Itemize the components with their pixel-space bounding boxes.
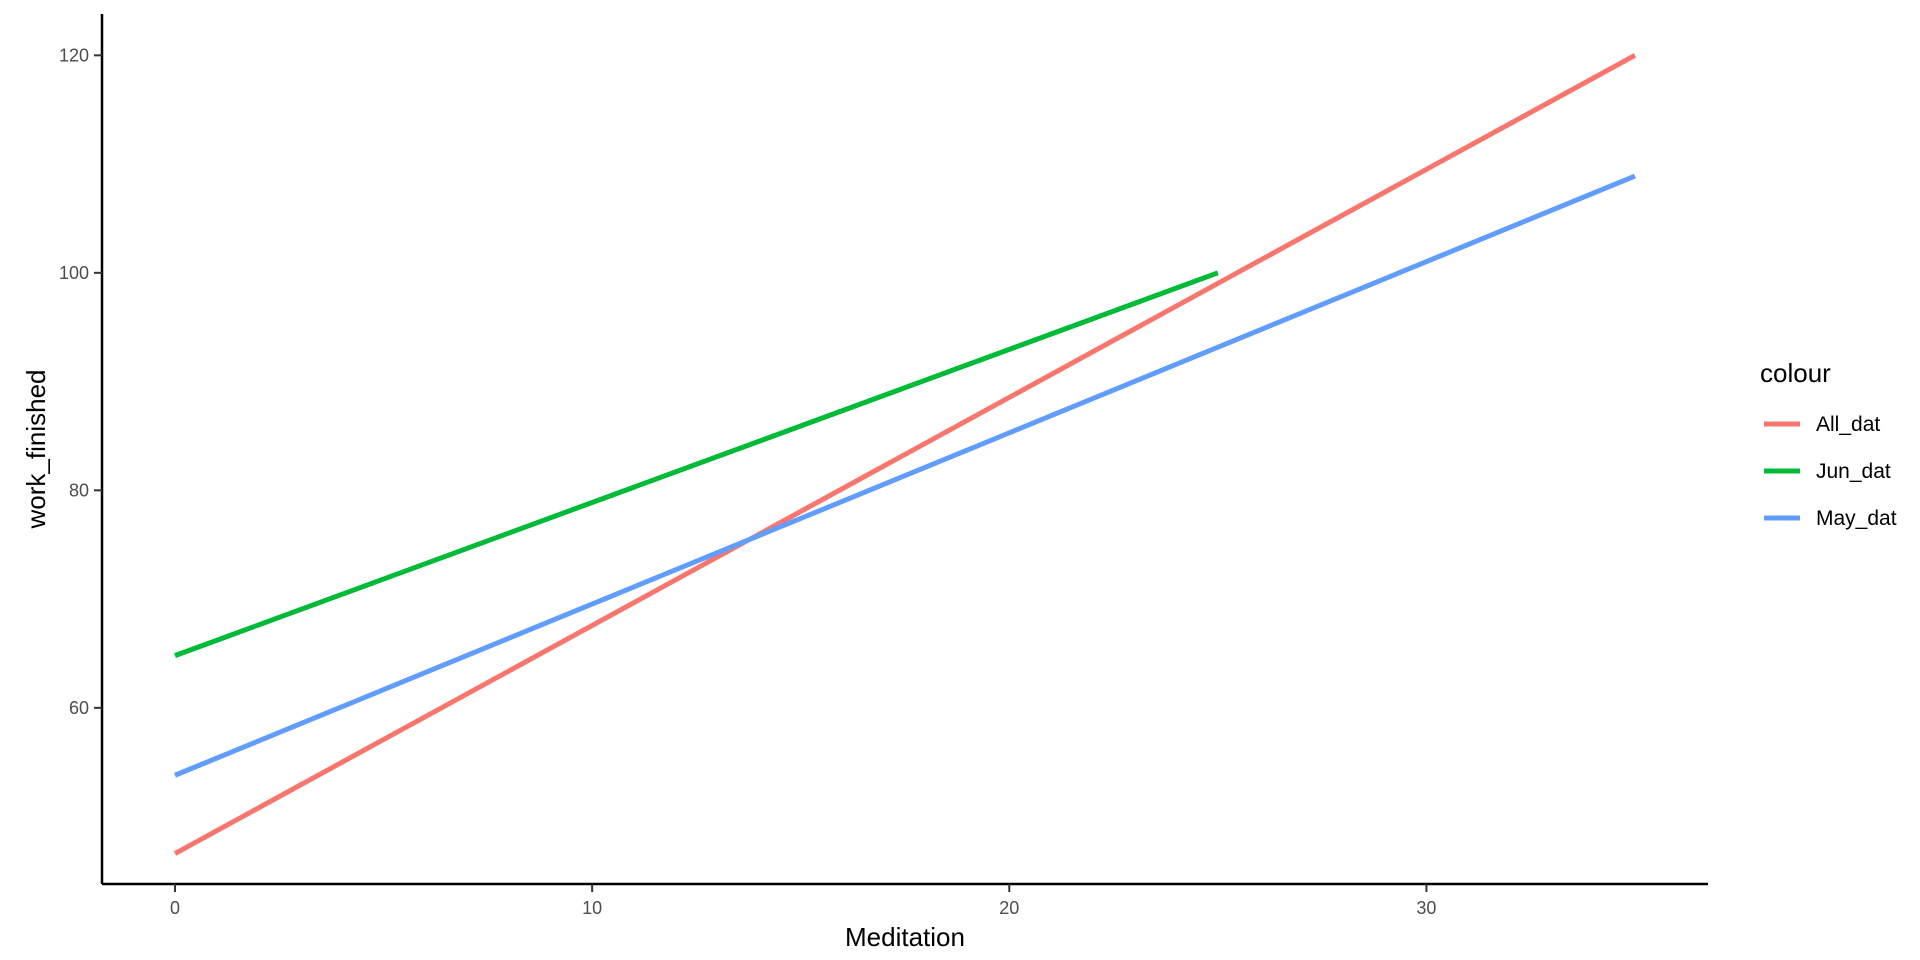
y-tick-label: 80 [69, 480, 89, 500]
series-line-jun-dat [174, 270, 1219, 658]
y-tick-label: 120 [59, 45, 89, 65]
legend: colour All_dat Jun_dat May_dat [1760, 358, 1897, 530]
legend-label: All_dat [1816, 413, 1880, 436]
legend-label: Jun_dat [1816, 460, 1891, 483]
plot-lines [173, 53, 1637, 856]
series-line-may-dat [174, 173, 1636, 778]
x-axis-title: Meditation [845, 922, 965, 952]
y-tick-label: 60 [69, 698, 89, 718]
x-tick-label: 10 [582, 898, 602, 918]
legend-title: colour [1760, 358, 1831, 388]
x-tick-label: 0 [170, 898, 180, 918]
x-tick-label: 20 [999, 898, 1019, 918]
legend-label: May_dat [1816, 507, 1897, 530]
y-tick-label: 100 [59, 263, 89, 283]
x-axis-ticks: 0 10 20 30 [170, 884, 1436, 918]
x-tick-label: 30 [1416, 898, 1436, 918]
legend-items: All_dat Jun_dat May_dat [1764, 413, 1897, 530]
y-axis-ticks: 60 80 100 120 [59, 45, 102, 718]
y-axis-title: work_finished [21, 370, 51, 530]
series-line-all-dat [173, 53, 1637, 856]
